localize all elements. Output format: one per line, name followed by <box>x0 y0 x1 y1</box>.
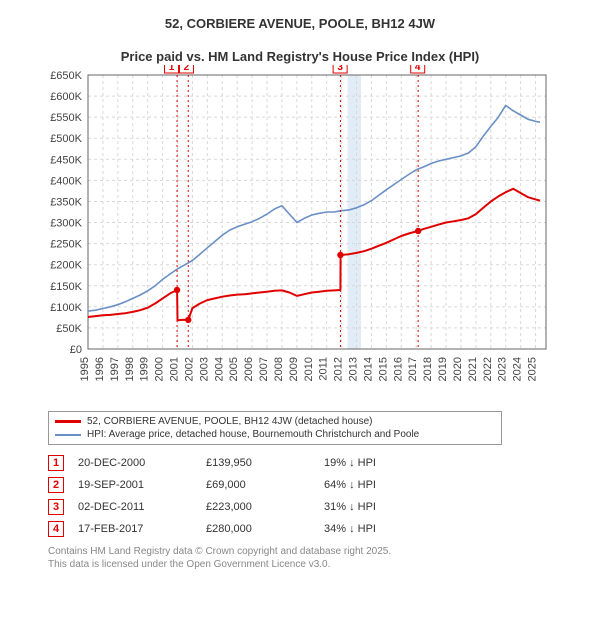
series-hpi <box>88 105 540 311</box>
shaded-band <box>348 75 361 349</box>
x-tick-label: 2022 <box>482 357 494 381</box>
event-badge: 2 <box>48 477 64 493</box>
x-tick-label: 2012 <box>333 357 345 381</box>
x-tick-label: 2023 <box>497 357 509 381</box>
event-date: 02-DEC-2011 <box>78 501 198 513</box>
event-delta: 34% ↓ HPI <box>324 523 444 535</box>
event-row: 4 17-FEB-2017 £280,000 34% ↓ HPI <box>48 521 488 537</box>
x-tick-label: 2017 <box>407 357 419 381</box>
x-tick-label: 2015 <box>377 357 389 381</box>
x-tick-label: 1997 <box>109 357 121 381</box>
x-tick-label: 1995 <box>79 357 91 381</box>
event-row: 1 20-DEC-2000 £139,950 19% ↓ HPI <box>48 455 488 471</box>
chart-area: £0 £50K £100K £150K £200K £250K £300K £350K £400… <box>40 65 560 405</box>
marker-point-1 <box>174 287 180 293</box>
x-tick-label: 2014 <box>362 357 374 381</box>
x-tick-label: 2002 <box>183 357 195 381</box>
event-price: £280,000 <box>206 523 316 535</box>
y-tick-label: £250K <box>50 239 82 251</box>
event-row: 2 19-SEP-2001 £69,000 64% ↓ HPI <box>48 477 488 493</box>
series-price_paid <box>88 189 540 320</box>
x-tick-label: 2010 <box>303 357 315 381</box>
legend-label: HPI: Average price, detached house, Bour… <box>87 428 419 441</box>
events-table: 1 20-DEC-2000 £139,950 19% ↓ HPI 2 19-SEP-200… <box>48 455 488 537</box>
event-badge: 3 <box>48 499 64 515</box>
x-tick-label: 1998 <box>124 357 136 381</box>
x-tick-label: 2008 <box>273 357 285 381</box>
x-tick-label: 2007 <box>258 357 270 381</box>
x-tick-label: 2005 <box>228 357 240 381</box>
legend-row: HPI: Average price, detached house, Bour… <box>55 428 495 441</box>
y-tick-label: £600K <box>50 91 82 103</box>
y-tick-label: £350K <box>50 196 82 208</box>
attribution-footer: Contains HM Land Registry data © Crown c… <box>48 545 600 571</box>
y-tick-label: £0 <box>70 344 82 356</box>
x-tick-label: 2000 <box>154 357 166 381</box>
event-row: 3 02-DEC-2011 £223,000 31% ↓ HPI <box>48 499 488 515</box>
x-tick-label: 2019 <box>437 357 449 381</box>
marker-badge-label-2: 2 <box>184 65 190 73</box>
x-tick-label: 2006 <box>243 357 255 381</box>
title-line2: Price paid vs. HM Land Registry's House … <box>121 49 480 64</box>
marker-badge-label-1: 1 <box>169 65 175 73</box>
x-tick-label: 2004 <box>213 357 225 381</box>
marker-badge-label-3: 3 <box>337 65 343 73</box>
x-tick-label: 2013 <box>348 357 360 381</box>
event-delta: 19% ↓ HPI <box>324 457 444 469</box>
y-tick-label: £300K <box>50 218 82 230</box>
x-tick-label: 2020 <box>452 357 464 381</box>
x-tick-label: 2025 <box>527 357 539 381</box>
marker-point-3 <box>337 252 343 258</box>
marker-point-4 <box>415 228 421 234</box>
event-delta: 31% ↓ HPI <box>324 501 444 513</box>
title-line1: 52, CORBIERE AVENUE, POOLE, BH12 4JW <box>165 16 435 31</box>
line-chart: £0 £50K £100K £150K £200K £250K £300K £350K £400… <box>40 65 560 405</box>
y-tick-label: £100K <box>50 302 82 314</box>
x-tick-label: 1996 <box>94 357 106 381</box>
x-tick-label: 2011 <box>318 357 330 381</box>
x-tick-label: 2009 <box>288 357 300 381</box>
y-tick-label: £150K <box>50 281 82 293</box>
event-date: 17-FEB-2017 <box>78 523 198 535</box>
event-badge: 4 <box>48 521 64 537</box>
event-price: £69,000 <box>206 479 316 491</box>
y-tick-label: £500K <box>50 133 82 145</box>
y-tick-label: £650K <box>50 70 82 82</box>
event-price: £223,000 <box>206 501 316 513</box>
legend-swatch <box>55 434 81 436</box>
legend: 52, CORBIERE AVENUE, POOLE, BH12 4JW (de… <box>48 411 502 445</box>
x-tick-label: 1999 <box>139 357 151 381</box>
legend-swatch <box>55 420 81 423</box>
x-tick-label: 2021 <box>467 357 479 381</box>
event-date: 20-DEC-2000 <box>78 457 198 469</box>
y-tick-label: £400K <box>50 175 82 187</box>
event-price: £139,950 <box>206 457 316 469</box>
y-tick-label: £50K <box>56 323 82 335</box>
x-tick-label: 2024 <box>512 357 524 381</box>
x-tick-label: 2001 <box>169 357 181 381</box>
y-tick-label: £200K <box>50 260 82 272</box>
y-tick-label: £550K <box>50 112 82 124</box>
event-date: 19-SEP-2001 <box>78 479 198 491</box>
marker-point-2 <box>185 317 191 323</box>
event-delta: 64% ↓ HPI <box>324 479 444 491</box>
x-tick-label: 2016 <box>392 357 404 381</box>
legend-label: 52, CORBIERE AVENUE, POOLE, BH12 4JW (de… <box>87 415 373 428</box>
legend-row: 52, CORBIERE AVENUE, POOLE, BH12 4JW (de… <box>55 415 495 428</box>
marker-badge-label-4: 4 <box>415 65 421 73</box>
x-tick-label: 2003 <box>198 357 210 381</box>
chart-title: 52, CORBIERE AVENUE, POOLE, BH12 4JW Pri… <box>0 0 600 65</box>
x-tick-label: 2018 <box>422 357 434 381</box>
y-tick-label: £450K <box>50 154 82 166</box>
event-badge: 1 <box>48 455 64 471</box>
